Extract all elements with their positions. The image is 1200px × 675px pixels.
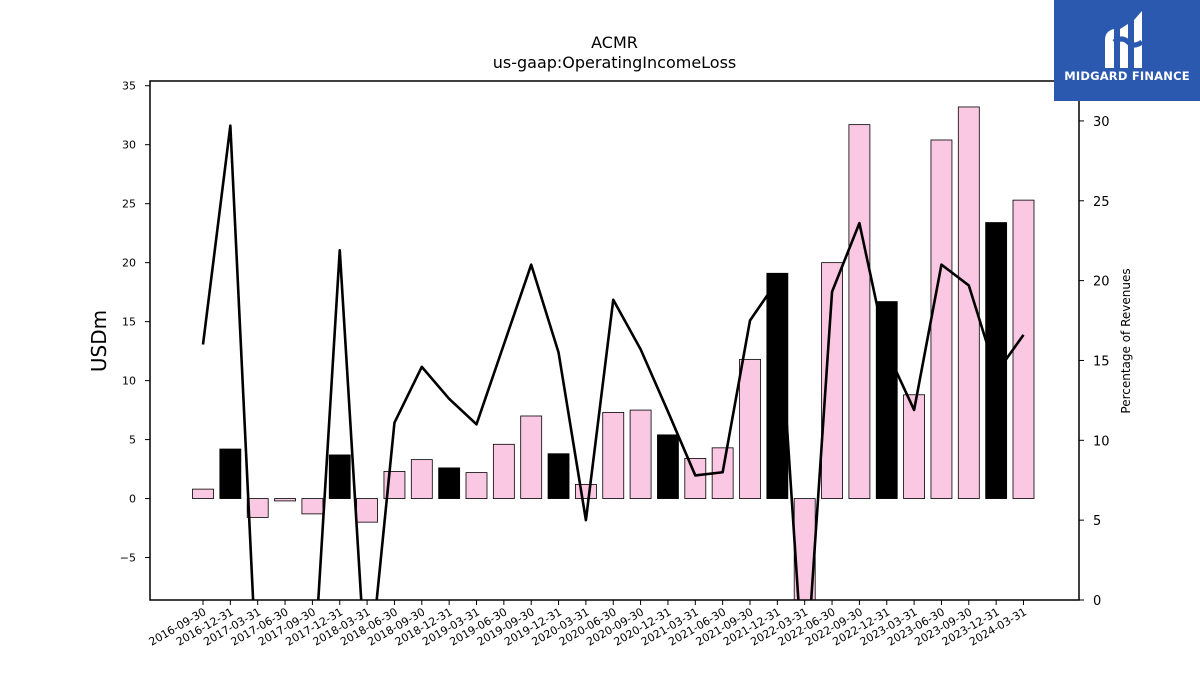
bar-2021-09-30 (739, 358, 761, 499)
y2-tick-label: 5 (1093, 514, 1101, 529)
bar-2022-03-31 (793, 498, 816, 600)
y2-axis: 0 5 10 15 20 25 30 (1079, 115, 1110, 609)
y-tick-label: 5 (129, 434, 136, 447)
bar-2020-12-31 (657, 434, 679, 499)
bar-2016-09-30 (192, 488, 214, 499)
bar-2023-09-30 (957, 106, 980, 499)
y2-tick-label: 20 (1093, 275, 1110, 290)
bar-2023-06-30 (930, 139, 953, 499)
bar-2017-06-30 (274, 498, 296, 502)
y-axis: −5 0 5 10 15 20 25 30 35 (120, 80, 150, 565)
bar-2023-03-31 (903, 394, 925, 499)
bar-2022-09-30 (848, 124, 871, 499)
plot-frame (149, 80, 1080, 601)
bar-2018-12-31 (438, 467, 461, 499)
bar-2017-03-31 (246, 498, 269, 518)
x-axis: 2016-09-302016-12-312017-03-312017-06-30… (147, 600, 1029, 649)
y-axis-label: USDm (87, 310, 111, 372)
y-tick-label: 0 (129, 493, 136, 506)
brand-name: MIDGARD FINANCE (1064, 69, 1190, 83)
midgard-logo-icon (1105, 11, 1144, 68)
bar-2016-12-31 (219, 448, 242, 499)
bar-2018-09-30 (410, 459, 433, 499)
y-tick-label: −5 (120, 552, 136, 565)
bar-series (192, 106, 1035, 600)
bar-2022-06-30 (821, 262, 843, 499)
line-series (201, 124, 1025, 600)
chart-title: ACMR (591, 33, 638, 52)
bar-2023-12-31 (985, 222, 1008, 499)
y-tick-label: 25 (122, 198, 136, 211)
bar-2017-09-30 (301, 498, 324, 515)
bar-2022-12-31 (875, 301, 898, 499)
y-tick-label: 20 (122, 257, 136, 270)
y2-tick-label: 15 (1093, 354, 1110, 369)
bar-2019-12-31 (547, 453, 570, 499)
bar-2020-03-31 (575, 483, 597, 499)
y2-tick-label: 10 (1093, 434, 1110, 449)
y2-tick-label: 0 (1093, 594, 1101, 609)
y-tick-label: 30 (122, 139, 136, 152)
bar-2021-12-31 (766, 272, 789, 499)
y-tick-label: 35 (122, 80, 136, 93)
chart-subtitle: us-gaap:OperatingIncomeLoss (493, 53, 737, 72)
percentage-line (201, 124, 1025, 600)
bar-2019-03-31 (465, 472, 488, 499)
y2-tick-label: 30 (1093, 115, 1110, 130)
bar-2020-06-30 (602, 412, 625, 499)
y2-tick-label: 25 (1093, 195, 1110, 210)
bar-2024-03-31 (1012, 199, 1035, 499)
bar-2018-03-31 (356, 498, 379, 523)
y-tick-label: 15 (122, 316, 136, 329)
bar-2019-09-30 (520, 415, 543, 499)
bar-2021-03-31 (684, 458, 707, 499)
brand-logo: MIDGARD FINANCE (1054, 0, 1200, 101)
y2-axis-label: Percentage of Revenues (1119, 268, 1133, 413)
bar-2017-12-31 (328, 454, 351, 499)
bar-2020-09-30 (629, 409, 652, 499)
y-tick-label: 10 (122, 375, 136, 388)
bar-2019-06-30 (492, 443, 515, 499)
